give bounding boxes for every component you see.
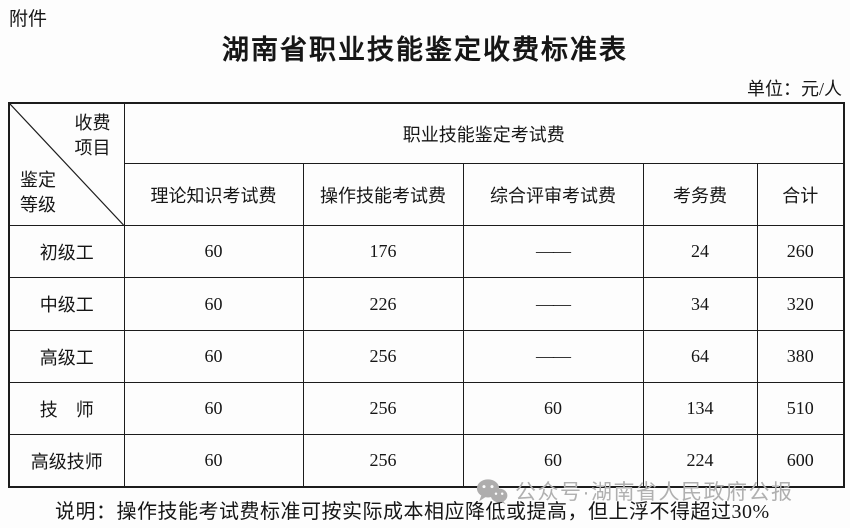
cell-value: 60: [462, 434, 644, 488]
row-label: 中级工: [8, 277, 125, 331]
cell-value: 176: [302, 225, 464, 278]
cell-value: 60: [123, 382, 304, 435]
cell-value: ——: [462, 330, 644, 383]
row-label: 初级工: [8, 225, 125, 278]
cell-value: 600: [756, 434, 845, 488]
corner-label-appraisal-level: 鉴定 等级: [20, 168, 56, 218]
wechat-icon: [476, 478, 508, 504]
corner-label-appraisal: 鉴定: [20, 170, 56, 190]
table-row: 高级工 60 256 —— 64 380: [8, 330, 845, 383]
table-row: 技 师 60 256 60 134 510: [8, 382, 845, 435]
watermark: 公众号·湖南省人民政府公报: [476, 476, 794, 506]
table-row: 初级工 60 176 —— 24 260: [8, 225, 845, 278]
watermark-text: 公众号·湖南省人民政府公报: [515, 481, 794, 504]
cell-value: 260: [756, 225, 845, 278]
table-row: 中级工 60 226 —— 34 320: [8, 277, 845, 331]
corner-label-level: 等级: [20, 195, 56, 215]
column-header-review-fee: 综合评审考试费: [462, 163, 644, 226]
cell-value: 224: [642, 434, 758, 488]
note-text: 说明：操作技能考试费标准可按实际成本相应降低或提高，但上浮不得超过30%: [55, 501, 770, 523]
page-title: 湖南省职业技能鉴定收费标准表: [222, 35, 628, 65]
fee-standard-table: 收费 项目 鉴定 等级 职业技能鉴定考试费 理论知识考试费 操作技能考试费 综合…: [8, 102, 846, 488]
corner-label-fee: 收费: [74, 113, 111, 133]
column-header-total: 合计: [756, 163, 845, 226]
cell-value: 320: [756, 277, 845, 331]
row-label: 技 师: [8, 382, 125, 435]
cell-value: 64: [642, 330, 758, 383]
cell-value: 226: [302, 277, 464, 331]
cell-value: 60: [123, 434, 304, 488]
column-header-operation-fee: 操作技能考试费: [302, 163, 464, 226]
cell-value: 60: [123, 277, 304, 331]
group-header-exam-fee: 职业技能鉴定考试费: [123, 102, 845, 164]
row-label: 高级技师: [8, 434, 125, 488]
attachment-label: 附件: [9, 9, 48, 30]
cell-value: 380: [756, 330, 845, 383]
column-header-theory-fee: 理论知识考试费: [123, 163, 304, 226]
cell-value: ——: [462, 277, 644, 331]
cell-value: 510: [756, 382, 845, 435]
row-label: 高级工: [8, 330, 125, 383]
cell-value: 256: [302, 330, 464, 383]
diagonal-divider-line: [10, 104, 124, 225]
column-header-admin-fee: 考务费: [642, 163, 758, 226]
cell-value: 34: [642, 277, 758, 331]
corner-label-item: 项目: [74, 138, 111, 158]
table-row: 高级技师 60 256 60 224 600: [8, 434, 845, 488]
unit-label: 单位：元/人: [746, 79, 842, 99]
cell-value: 60: [462, 382, 644, 435]
cell-value: 256: [302, 434, 464, 488]
cell-value: 256: [302, 382, 464, 435]
cell-value: 60: [123, 330, 304, 383]
cell-value: 134: [642, 382, 758, 435]
corner-label-fee-item: 收费 项目: [75, 111, 111, 161]
cell-value: ——: [462, 225, 644, 278]
cell-value: 60: [123, 225, 304, 278]
cell-value: 24: [642, 225, 758, 278]
corner-header-cell: 收费 项目 鉴定 等级: [8, 102, 125, 226]
